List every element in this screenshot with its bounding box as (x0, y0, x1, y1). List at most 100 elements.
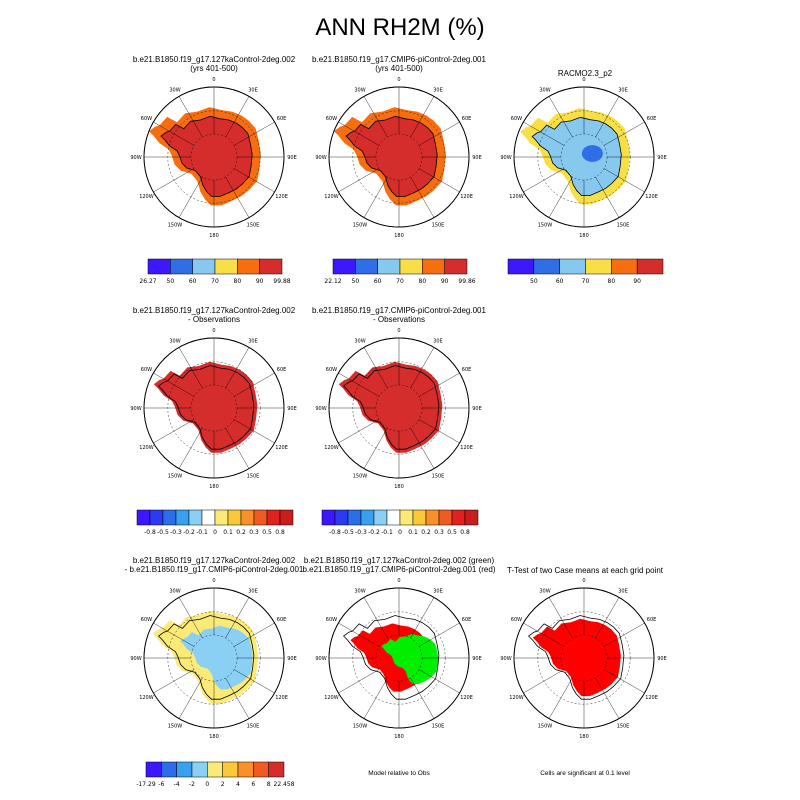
colorbar-tick-label: 99.86 (458, 278, 475, 285)
colorbar-swatch (438, 509, 453, 526)
longitude-label: 90E (287, 155, 297, 161)
map-frame (143, 337, 285, 479)
longitude-label: 150W (538, 724, 553, 730)
panel-title-obs: RACMO2.3_p2 (470, 69, 700, 78)
colorbar-swatch (162, 509, 177, 526)
colorbar-tick-label: 0 (398, 529, 402, 536)
colorbar-swatch (360, 509, 375, 526)
colorbar-swatch (253, 761, 269, 778)
longitude-label: 120W (139, 194, 154, 200)
longitude-label: 120E (275, 445, 288, 451)
longitude-label: 150E (617, 223, 630, 229)
colorbar-swatch (425, 509, 440, 526)
panel-title-line2: (yrs 401-500) (190, 64, 238, 73)
colorbar-tick-label: 2 (221, 781, 225, 788)
longitude-label: 120E (645, 695, 658, 701)
colorbar-case1-minus-obs: -0.8 -0.5 -0.3 -0.2 -0.1 0 0.1 0.2 0.3 0.5 0.8 (136, 509, 294, 536)
longitude-label: 30W (539, 588, 550, 594)
colorbar-tick-label: 0.1 (223, 529, 233, 536)
colorbar-swatch (149, 509, 164, 526)
panel-title-model-rel-obs: b.e21.B1850.f19_g17.127kaControl-2deg.00… (284, 556, 514, 574)
longitude-label: 60E (462, 367, 472, 373)
longitude-label: 180 (209, 484, 219, 490)
longitude-label: 60E (647, 617, 657, 623)
colorbar-swatch (207, 761, 223, 778)
meridian-line (338, 168, 380, 193)
colorbar-tick-label: 80 (419, 278, 427, 285)
dry-plateau (581, 145, 603, 162)
meridian-line (548, 176, 573, 218)
meridian-line (603, 121, 645, 146)
colorbar-swatch (533, 258, 560, 275)
meridian-line (418, 669, 460, 694)
meridian-line (595, 96, 620, 138)
colorbar-case1-minus-case2: -17.29 -6 -4 -2 0 2 4 6 8 22.458 (136, 761, 295, 788)
meridian-line (548, 96, 573, 138)
meridian-line (548, 677, 573, 719)
colorbar-tick-label: 0.3 (249, 529, 259, 536)
colorbar-tick-label: 6 (251, 781, 255, 788)
coastline (157, 365, 255, 450)
colorbar-swatch (201, 509, 216, 526)
longitude-label: 0 (582, 77, 585, 83)
map-frame (513, 86, 655, 228)
colorbar-swatch (191, 761, 208, 778)
meridian-line (523, 669, 565, 694)
meridian-line (418, 622, 460, 647)
panel-title-line2: - b.e21.B1850.f19_g17.CMIP6-piControl-2d… (124, 565, 304, 574)
meridian-line (363, 677, 388, 719)
colorbar-tick-label: -0.8 (329, 529, 341, 536)
panel-title-ttest: T-Test of two Case means at each grid po… (470, 566, 700, 575)
longitude-label: 120W (509, 695, 524, 701)
meridian-line (178, 427, 203, 469)
coastline (342, 365, 440, 450)
colorbar-tick-label: 70 (582, 278, 590, 285)
colorbar-swatch (399, 258, 423, 275)
meridian-line (233, 419, 275, 444)
figure-title: ANN RH2M (%) (315, 14, 485, 41)
panel-title-line2: (yrs 401-500) (375, 64, 423, 73)
colorbar-swatch (192, 258, 216, 275)
map-frame (143, 587, 285, 729)
polar-map-model-rel-obs: 0 30E 60E 90E 120E 150E 180 150W 120W 90W 60W 30W (315, 578, 481, 740)
case1-better-cells (381, 634, 439, 684)
meridian-line (178, 347, 203, 389)
longitude-label: 0 (397, 328, 400, 334)
meridian-line (410, 96, 435, 138)
interior-fill (345, 115, 438, 197)
longitude-label: 60W (326, 116, 337, 122)
panel-title-line1: b.e21.B1850.f19_g17.127kaControl-2deg.00… (303, 556, 495, 565)
colorbar-swatch (611, 258, 638, 275)
longitude-label: 90E (472, 155, 482, 161)
longitude-label: 120W (139, 445, 154, 451)
panel-title-case1-minus-obs: b.e21.B1850.f19_g17.127kaControl-2deg.00… (99, 306, 329, 324)
colorbar-tick-label: -6 (158, 781, 164, 788)
polar-map-ttest: 0 30E 60E 90E 120E 150E 180 150W 120W 90W 60W 30W (500, 578, 666, 740)
meridian-line (178, 597, 203, 639)
colorbar-tick-label: -0.1 (381, 529, 393, 536)
panel-title-line2: - Observations (372, 315, 426, 324)
colorbar-swatch (214, 509, 229, 526)
colorbar-tick-label: 0.5 (262, 529, 272, 536)
meridian-line (153, 419, 195, 444)
colorbar-swatch (451, 509, 466, 526)
meridian-line (595, 677, 620, 719)
longitude-label: 30E (618, 87, 628, 93)
colorbar-swatch (355, 258, 378, 275)
meridian-line (233, 168, 275, 193)
colorbar-tick-label: 99.88 (273, 278, 290, 285)
colorbar-tick-label: 90 (441, 278, 449, 285)
diff-fill-negative (180, 625, 253, 690)
colorbar-tick-label: -0.8 (144, 529, 156, 536)
meridian-line (363, 597, 388, 639)
longitude-label: 30W (539, 87, 550, 93)
colorbar-tick-label: 60 (556, 278, 564, 285)
colorbar-tick-label: 0 (205, 781, 209, 788)
longitude-label: 30E (248, 338, 258, 344)
longitude-label: 30W (354, 338, 365, 344)
meridian-line (595, 176, 620, 218)
longitude-label: 30W (169, 338, 180, 344)
longitude-label: 120E (645, 194, 658, 200)
colorbar-tick-label: 90 (633, 278, 641, 285)
colorbar-tick-label: 26.27 (139, 278, 156, 285)
